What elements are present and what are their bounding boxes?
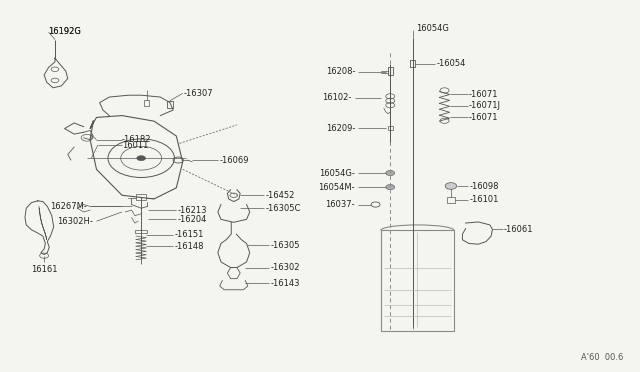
Bar xyxy=(136,230,147,233)
Text: -16204: -16204 xyxy=(177,215,207,224)
Text: -16182: -16182 xyxy=(122,135,152,144)
Text: 16161: 16161 xyxy=(31,264,58,273)
Bar xyxy=(381,231,454,331)
Text: -16098: -16098 xyxy=(469,182,499,190)
Text: -16054: -16054 xyxy=(436,59,466,68)
Bar xyxy=(167,101,173,108)
Bar xyxy=(136,194,147,200)
Text: 16192G: 16192G xyxy=(49,26,81,36)
Text: -16213: -16213 xyxy=(177,206,207,215)
Text: -16307: -16307 xyxy=(184,89,214,98)
Text: -16302: -16302 xyxy=(270,263,300,272)
Text: 16192G: 16192G xyxy=(49,26,81,36)
Text: 16209-: 16209- xyxy=(326,124,355,133)
Text: -16069: -16069 xyxy=(219,155,248,164)
Text: -16071: -16071 xyxy=(468,90,499,99)
Text: -16305C: -16305C xyxy=(266,204,301,213)
Text: -16148: -16148 xyxy=(175,242,205,251)
Circle shape xyxy=(445,183,457,189)
Text: -16452: -16452 xyxy=(266,191,295,200)
Bar xyxy=(145,100,150,106)
Circle shape xyxy=(386,170,395,176)
Text: -16143: -16143 xyxy=(270,279,300,288)
Text: 16054G-: 16054G- xyxy=(319,169,355,177)
Bar xyxy=(410,60,415,67)
Text: 16267M-: 16267M- xyxy=(50,202,87,211)
Text: 16011: 16011 xyxy=(122,141,148,150)
Text: 16302H-: 16302H- xyxy=(58,217,93,226)
Text: -16305: -16305 xyxy=(270,241,300,250)
Text: 16054G: 16054G xyxy=(416,24,449,33)
Text: 16037-: 16037- xyxy=(326,200,355,209)
Text: 16102-: 16102- xyxy=(323,93,352,102)
Bar xyxy=(388,67,393,75)
Circle shape xyxy=(137,155,146,161)
Text: -16101: -16101 xyxy=(469,195,499,204)
Text: -16071: -16071 xyxy=(468,113,499,122)
Bar xyxy=(388,126,393,131)
Text: -16151: -16151 xyxy=(175,230,204,240)
Circle shape xyxy=(386,185,395,190)
Text: -16061: -16061 xyxy=(504,225,533,234)
Text: -16071J: -16071J xyxy=(468,101,500,110)
Bar xyxy=(447,197,455,203)
Text: A'60  00.6: A'60 00.6 xyxy=(581,353,623,362)
Text: 16208-: 16208- xyxy=(326,67,355,76)
Text: 16054M-: 16054M- xyxy=(319,183,355,192)
